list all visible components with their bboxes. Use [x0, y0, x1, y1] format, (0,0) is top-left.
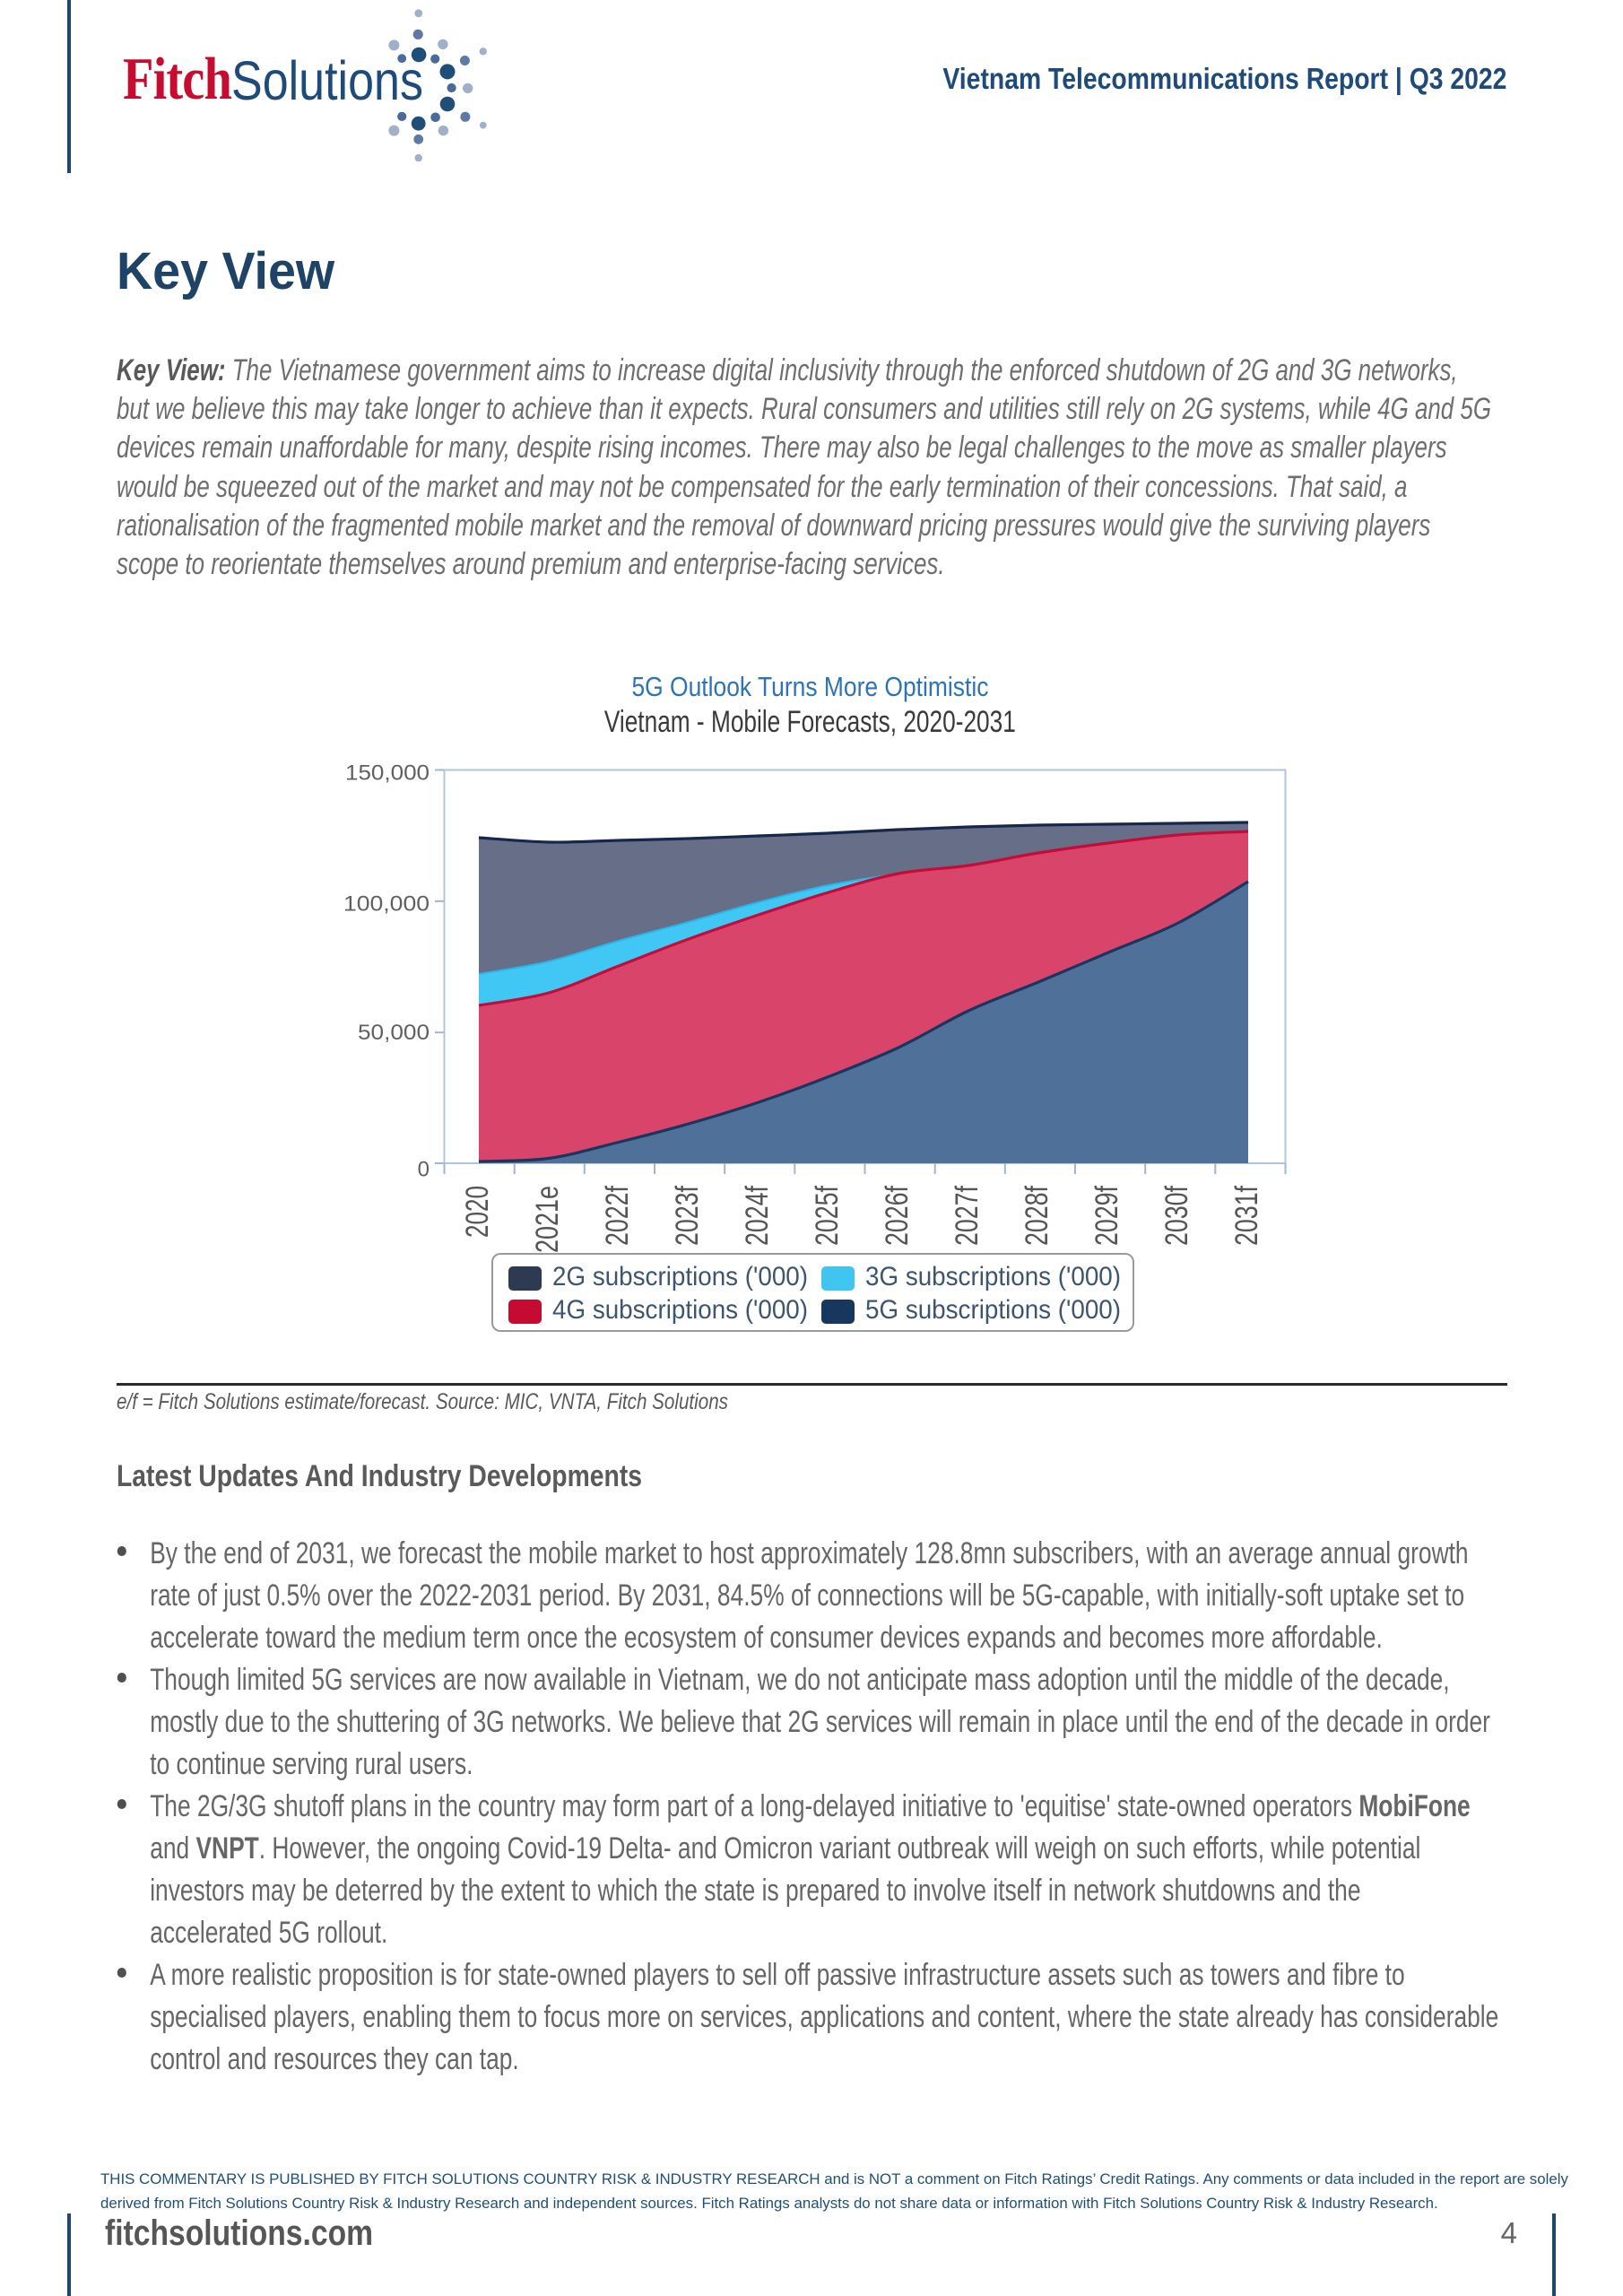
svg-text:2024f: 2024f [740, 1186, 775, 1246]
svg-text:2031f: 2031f [1229, 1186, 1264, 1246]
svg-text:2026f: 2026f [880, 1186, 915, 1246]
svg-text:100,000: 100,000 [343, 892, 430, 917]
svg-text:2028f: 2028f [1020, 1186, 1055, 1246]
svg-text:2030f: 2030f [1159, 1186, 1194, 1246]
svg-text:2027f: 2027f [950, 1186, 985, 1246]
svg-text:2029f: 2029f [1089, 1186, 1124, 1246]
svg-text:2020: 2020 [460, 1186, 495, 1238]
svg-text:50,000: 50,000 [358, 1021, 430, 1045]
svg-text:2022f: 2022f [600, 1186, 635, 1246]
svg-text:2023f: 2023f [670, 1186, 705, 1246]
svg-text:0: 0 [418, 1158, 430, 1182]
svg-text:150,000: 150,000 [345, 761, 430, 786]
svg-text:2025f: 2025f [810, 1186, 845, 1246]
svg-text:2021e: 2021e [530, 1186, 565, 1253]
